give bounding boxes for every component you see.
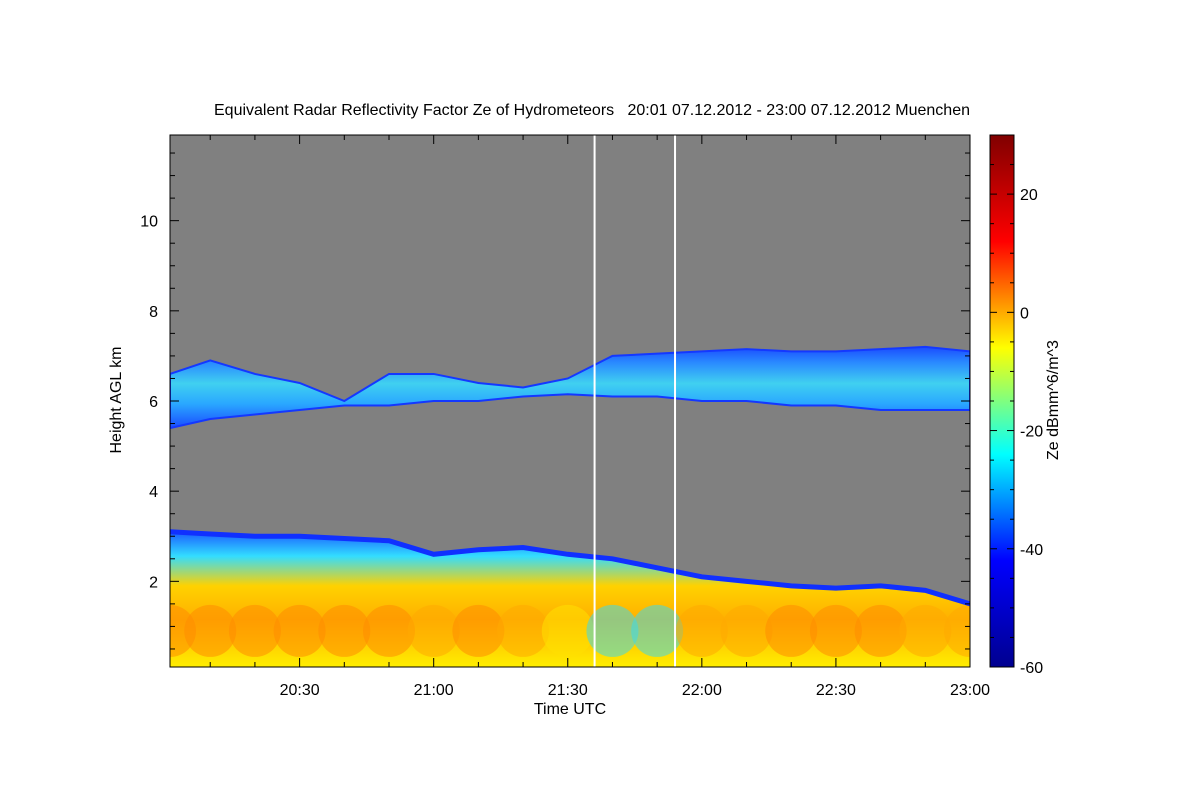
lower-layer-core [765,604,818,657]
lower-layer-core [541,604,594,657]
y-tick-label: 10 [140,214,158,231]
lower-layer-core [854,604,907,657]
colorbar-tick-label: 0 [1020,305,1029,322]
chart-title: Equivalent Radar Reflectivity Factor Ze … [214,102,970,119]
x-tick-label: 23:00 [950,682,990,699]
lower-layer-core [228,604,281,657]
y-tick-label: 2 [149,574,158,591]
colorbar-axis: 20 0 -20 -40 -60 [990,164,1043,677]
x-tick-label: 21:00 [414,682,454,699]
colorbar-label: Ze dBmm^6/m^3 [1045,340,1062,460]
colorbar-tick-label: -40 [1020,542,1043,559]
colorbar-tick-label: 20 [1020,187,1038,204]
lower-layer-core [720,604,773,657]
lower-layer-core [675,604,728,657]
x-tick-label: 22:30 [816,682,856,699]
y-tick-label: 8 [149,304,158,321]
lower-layer-core [318,604,371,657]
lower-layer-core [631,604,684,657]
lower-layer-core [184,604,237,657]
plot-layers [170,135,970,667]
lower-layer-core [944,604,970,657]
lower-layer-core [586,604,639,657]
x-tick-label: 22:00 [682,682,722,699]
y-axis-label: Height AGL km [108,346,125,453]
y-tick-label: 6 [149,394,158,411]
x-axis: 20:30 21:00 21:30 22:00 22:30 23:00 [209,135,990,699]
lower-layer-core [407,604,460,657]
lower-layer-core [362,604,415,657]
lower-layer-top-edge [170,529,970,607]
x-axis-label: Time UTC [534,701,606,718]
lower-layer-core [273,604,326,657]
lower-layer-core [899,604,952,657]
x-tick-label: 21:30 [548,682,588,699]
upper-cloud-layer [170,345,970,430]
colorbar-tick-label: -20 [1020,424,1043,441]
x-tick-label: 20:30 [280,682,320,699]
y-tick-label: 4 [149,484,158,501]
y-axis: 2 4 6 8 10 [140,152,970,650]
lower-layer-core [809,604,862,657]
lower-layer-core [497,604,550,657]
colorbar-tick-label: -60 [1020,660,1043,677]
lower-layer-core [452,604,505,657]
